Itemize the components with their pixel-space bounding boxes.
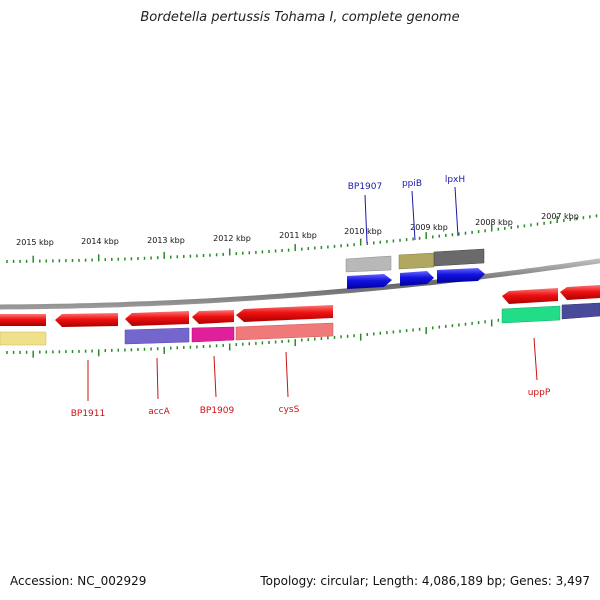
gene-labels: BP1907 ppiB lpxH BP1911 accA BP1909 cysS… <box>71 175 551 419</box>
kbp-label: 2011 kbp <box>279 231 317 240</box>
cds-arrow-reverse-cyss[interactable] <box>236 305 333 322</box>
gene-feature-purple[interactable] <box>124 327 190 345</box>
forward-strand-features <box>345 248 485 289</box>
kbp-label: 2008 kbp <box>475 218 513 227</box>
genome-backbone <box>0 258 600 310</box>
gene-feature-grey[interactable] <box>345 255 392 273</box>
gene-label-bp1907[interactable]: BP1907 <box>348 182 383 192</box>
gene-feature-green[interactable] <box>501 305 561 324</box>
gene-feature-salmon[interactable] <box>235 322 334 341</box>
gene-label-lpxh[interactable]: lpxH <box>445 175 465 185</box>
cds-arrow-reverse-acca[interactable] <box>125 311 189 326</box>
kbp-scale: 2015 kbp 2014 kbp 2013 kbp 2012 kbp 2011… <box>16 212 579 247</box>
gene-label-bp1911[interactable]: BP1911 <box>71 409 106 419</box>
cds-arrow-reverse-bp1911[interactable] <box>55 313 118 327</box>
cds-arrow-forward-ppib[interactable] <box>400 271 434 286</box>
kbp-label: 2014 kbp <box>81 237 119 246</box>
cds-arrow-forward-lpxh[interactable] <box>437 268 485 283</box>
gene-feature-olive[interactable] <box>398 252 435 270</box>
gene-label-bp1909[interactable]: BP1909 <box>200 406 235 416</box>
gene-feature-magenta[interactable] <box>191 326 235 343</box>
kbp-label: 2015 kbp <box>16 238 54 247</box>
kbp-label: 2009 kbp <box>410 223 448 232</box>
kbp-label: 2013 kbp <box>147 236 185 245</box>
cds-arrow-reverse-uppp-a[interactable] <box>502 288 558 304</box>
gene-feature-darkgrey[interactable] <box>433 248 485 267</box>
cds-arrow-reverse-uppp-b[interactable] <box>560 285 600 300</box>
gene-feature-navy[interactable] <box>561 302 600 320</box>
gene-feature-yellow[interactable] <box>0 331 47 346</box>
gene-label-cyss[interactable]: cysS <box>279 405 300 415</box>
page-title: Bordetella pertussis Tohama I, complete … <box>140 10 460 25</box>
kbp-label: 2007 kbp <box>541 212 579 221</box>
kbp-label: 2012 kbp <box>213 234 251 243</box>
accession-label: Accession: NC_002929 <box>10 574 147 588</box>
gene-label-acca[interactable]: accA <box>148 407 170 417</box>
gene-label-ppib[interactable]: ppiB <box>402 179 422 189</box>
cds-arrow-reverse-left[interactable] <box>0 314 46 326</box>
gene-label-uppp[interactable]: uppP <box>528 388 551 398</box>
gene-label-leaders <box>87 186 538 401</box>
genome-summary: Topology: circular; Length: 4,086,189 bp… <box>260 574 590 588</box>
kbp-label: 2010 kbp <box>344 227 382 236</box>
cds-arrow-forward-bp1907[interactable] <box>347 274 392 289</box>
reverse-strand-features <box>0 285 600 346</box>
cds-arrow-reverse-bp1909[interactable] <box>192 310 234 324</box>
